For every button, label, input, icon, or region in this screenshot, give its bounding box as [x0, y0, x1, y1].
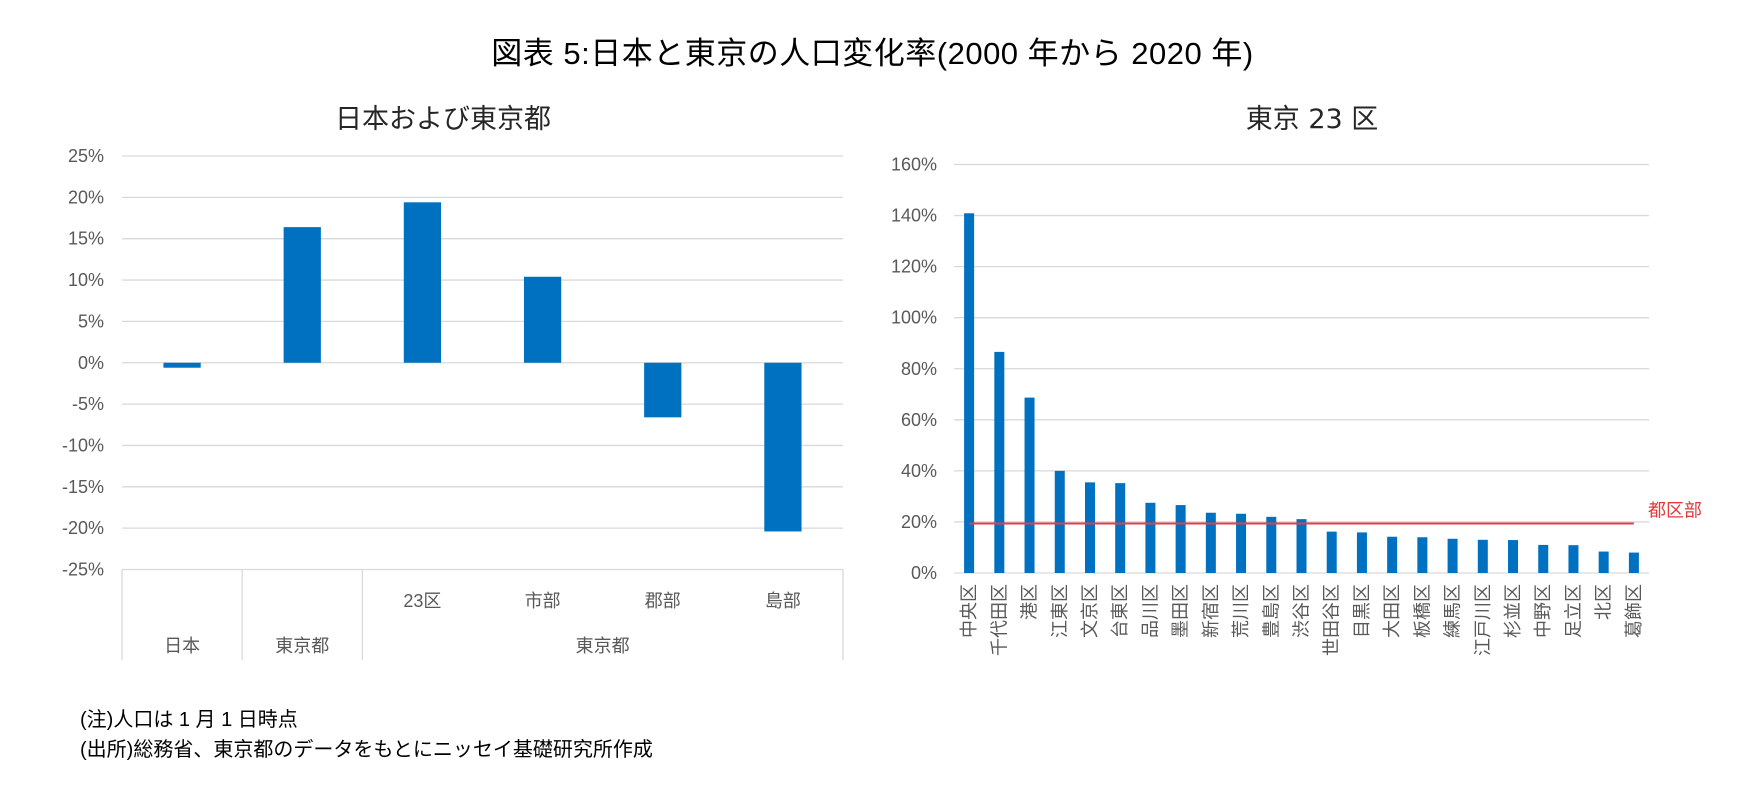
- bar: [403, 202, 442, 363]
- category-label: 板橋区: [1412, 584, 1432, 638]
- bar: [1568, 545, 1579, 573]
- category-group-label: 日本: [164, 636, 200, 656]
- bar: [1508, 540, 1519, 573]
- category-label: 中央区: [959, 584, 979, 638]
- category-label: 文京区: [1080, 584, 1100, 638]
- left-chart: 日本および東京都 25% 20% 15% 10% 5% 0% -5% -10% -15% -20%…: [62, 104, 844, 660]
- y-tick-label: -10%: [62, 435, 104, 455]
- y-tick-label: -20%: [62, 518, 104, 538]
- category-label: 荒川区: [1231, 584, 1251, 638]
- y-tick-label: 60%: [901, 410, 937, 430]
- bar: [1175, 505, 1186, 573]
- category-label: 郡部: [645, 591, 681, 611]
- bar: [1084, 482, 1095, 573]
- right-x-axis-categories: 中央区 千代田区 港区 江東区 文京区 台東区 品川区 墨田区 新宿区 荒川区 豊島区 渋谷区 世田谷区…: [959, 584, 1644, 656]
- category-label: 品川区: [1140, 584, 1160, 638]
- y-tick-label: 10%: [68, 270, 104, 290]
- bar: [1054, 470, 1065, 573]
- reference-line-label: 都区部: [1648, 500, 1702, 521]
- bar: [163, 362, 201, 368]
- category-label: 葛飾区: [1624, 584, 1644, 638]
- figure-title: 図表 5:日本と東京の人口変化率(2000 年から 2020 年): [491, 36, 1254, 71]
- category-label: 目黒区: [1352, 584, 1372, 638]
- y-tick-label: 0%: [78, 353, 104, 373]
- y-tick-label: 140%: [891, 206, 937, 226]
- y-tick-label: 100%: [891, 308, 937, 328]
- category-label: 墨田区: [1171, 584, 1191, 638]
- bar: [283, 227, 321, 363]
- category-label: 市部: [525, 591, 561, 611]
- category-label: 江東区: [1050, 584, 1070, 638]
- category-label: 江戸川区: [1473, 584, 1493, 656]
- right-y-axis-ticks: 160% 140% 120% 100% 80% 60% 40% 20% 0%: [891, 155, 937, 584]
- category-label: 足立区: [1563, 584, 1583, 638]
- category-label: 豊島区: [1261, 584, 1281, 638]
- bar: [1598, 551, 1609, 573]
- y-tick-label: 15%: [68, 229, 104, 249]
- category-group-label: 東京都: [576, 636, 630, 656]
- y-tick-label: 0%: [911, 563, 937, 583]
- bar: [1356, 532, 1367, 573]
- bar: [1266, 516, 1277, 573]
- bar: [1538, 544, 1549, 573]
- bar: [1447, 538, 1458, 573]
- left-gridlines: [122, 155, 843, 571]
- bar: [1477, 539, 1488, 573]
- category-label: 杉並区: [1503, 584, 1523, 638]
- bar: [964, 213, 975, 573]
- y-tick-label: 20%: [901, 512, 937, 532]
- y-tick-label: 5%: [78, 311, 104, 331]
- bar: [1145, 502, 1156, 573]
- bar: [644, 362, 682, 418]
- category-label: 台東区: [1110, 584, 1130, 638]
- category-label: 渋谷区: [1292, 584, 1312, 638]
- left-y-axis-ticks: 25% 20% 15% 10% 5% 0% -5% -10% -15% -20% -25%: [62, 146, 104, 580]
- bar: [1236, 513, 1247, 573]
- category-label: 新宿区: [1201, 584, 1221, 638]
- y-tick-label: 40%: [901, 461, 937, 481]
- bar: [523, 276, 562, 363]
- category-label: 島部: [765, 591, 801, 611]
- right-chart: 東京 23 区 160% 140% 120% 100% 80% 60% 40% 20% 0% 都…: [891, 104, 1702, 656]
- bar: [1326, 531, 1337, 573]
- left-bars: [163, 202, 802, 532]
- bar: [1387, 536, 1398, 573]
- y-tick-label: -5%: [72, 394, 104, 414]
- category-label: 練馬区: [1443, 584, 1463, 638]
- category-group-label: 東京都: [275, 636, 329, 656]
- left-chart-title: 日本および東京都: [335, 104, 551, 135]
- category-label: 世田谷区: [1322, 584, 1342, 656]
- y-tick-label: 120%: [891, 257, 937, 277]
- y-tick-label: -15%: [62, 477, 104, 497]
- bar: [1115, 483, 1126, 573]
- y-tick-label: -25%: [62, 560, 104, 580]
- category-label: 23区: [403, 591, 441, 611]
- right-bars: [964, 213, 1639, 573]
- y-tick-label: 20%: [68, 187, 104, 207]
- note-line: (注)人口は 1 月 1 日時点: [80, 709, 298, 731]
- category-label: 港区: [1020, 584, 1040, 620]
- reference-line-group: 都区部: [969, 500, 1702, 525]
- category-label: 千代田区: [989, 584, 1009, 656]
- bar: [1628, 552, 1639, 573]
- source-line: (出所)総務省、東京都のデータをもとにニッセイ基礎研究所作成: [80, 739, 653, 761]
- y-tick-label: 25%: [68, 146, 104, 166]
- bar: [1024, 397, 1035, 573]
- y-tick-label: 160%: [891, 155, 937, 175]
- bar: [1205, 512, 1216, 573]
- bar: [764, 362, 802, 532]
- category-label: 大田区: [1382, 584, 1402, 638]
- bar: [1296, 519, 1307, 573]
- category-label: 北区: [1594, 584, 1614, 620]
- y-tick-label: 80%: [901, 359, 937, 379]
- category-label: 中野区: [1533, 584, 1553, 638]
- bar: [1417, 537, 1428, 573]
- right-chart-title: 東京 23 区: [1246, 104, 1379, 135]
- bar: [994, 351, 1005, 573]
